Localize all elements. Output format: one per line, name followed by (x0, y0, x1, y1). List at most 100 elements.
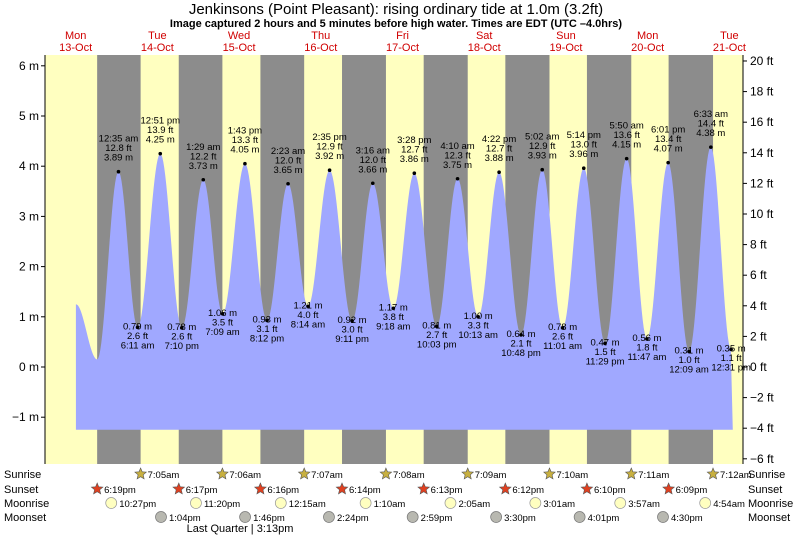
sunrise-time: 7:08am (393, 470, 425, 481)
date-label: 16-Oct (304, 42, 337, 54)
tide-label-line: 1.8 ft (636, 342, 657, 353)
tide-point (220, 311, 225, 316)
tide-point (581, 166, 586, 171)
tide-label-line: 12.7 ft (401, 145, 428, 156)
astro-rows: Sunrise Sunrise Sunset Sunset Moonrise Moonri… (4, 467, 793, 524)
tide-label-line: 4.25 m (146, 135, 175, 146)
sunrise-time: 7:11am (638, 470, 669, 481)
y-right-tick-label: −4 ft (750, 421, 774, 435)
tide-label-line: 3.89 m (104, 153, 133, 164)
date-label: 15-Oct (223, 42, 256, 54)
chart-subtitle: Image captured 2 hours and 5 minutes bef… (170, 18, 622, 30)
tide-label-line: 4.07 m (654, 144, 683, 155)
tide-label-line: 12.9 ft (529, 141, 556, 152)
day-of-week-label: Mon (637, 30, 658, 42)
tide-label-line: 1.06 m (208, 308, 237, 319)
sunset-time: 6:13pm (431, 485, 463, 496)
tide-label-line: 5:14 pm (567, 130, 601, 141)
low-tide-label: 0.93 m3.1 ft8:12 pm (250, 314, 284, 344)
tide-point (687, 349, 691, 354)
tide-label-line: 3:16 am (356, 145, 390, 156)
tide-label-line: 3.73 m (189, 161, 218, 172)
tide-label-line: 1.21 m (293, 300, 322, 311)
day-of-week-label: Thu (311, 30, 330, 42)
moonrise-time: 2:05am (458, 499, 490, 510)
tide-label-line: 12.3 ft (444, 150, 471, 161)
moon-phase-label: Last Quarter | 3:13pm (187, 523, 294, 535)
sunrise-time: 7:07am (311, 470, 343, 481)
moonrise-icon (529, 497, 542, 509)
tide-label-line: 0.31 m (675, 345, 704, 356)
tide-label-line: 3.88 m (485, 153, 514, 164)
sunset-star-icon (417, 482, 431, 495)
y-right-tick-label: 12 ft (750, 176, 774, 190)
sunset-star-icon (662, 482, 676, 495)
tide-label-line: 9:11 pm (335, 334, 369, 345)
sunset-star-icon (253, 482, 267, 495)
sunrise-star-icon (461, 467, 475, 480)
axes: −1 m 0 m 1 m 2 m 3 m 4 m 5 m 6 m −6 ft −4 ft −2 ft… (12, 30, 774, 466)
y-left-tick-label: 6 m (19, 59, 39, 73)
y-left-tick-label: 0 m (19, 360, 39, 374)
tide-label-line: 0.47 m (591, 337, 620, 348)
tide-label-line: 3:28 pm (397, 135, 431, 146)
tide-label-line: 0.93 m (252, 314, 281, 325)
moonrise-time: 4:54am (713, 499, 745, 510)
y-left-tick-label: 3 m (19, 209, 39, 223)
tide-label-line: 0.64 m (506, 329, 535, 340)
tide-label-line: 12:09 am (669, 364, 709, 375)
sunset-time: 6:14pm (349, 485, 381, 496)
tide-label-line: 1:43 pm (228, 126, 262, 137)
tide-label-line: 2.1 ft (510, 338, 531, 349)
tide-label-line: 12.8 ft (105, 143, 132, 154)
day-of-week-label: Sat (476, 30, 493, 42)
y-right-tick-label: 2 ft (750, 329, 767, 343)
tide-label-line: 3.75 m (443, 160, 472, 171)
sunrise-star-icon (706, 467, 720, 480)
sunset-star-icon (498, 482, 512, 495)
moonset-time: 4:30pm (671, 513, 703, 524)
tide-point (286, 181, 290, 186)
tide-point (645, 337, 649, 341)
sunrise-star-icon (215, 467, 229, 480)
moonrise-icon (614, 497, 627, 509)
tide-label-line: 12.9 ft (316, 142, 343, 153)
date-label: 19-Oct (549, 42, 582, 54)
tide-label-line: 1.5 ft (594, 347, 615, 358)
sunrise-time: 7:12am (720, 470, 752, 481)
moonset-row-label-right: Moonset (748, 512, 790, 524)
sunset-time: 6:12pm (512, 485, 544, 496)
moonrise-time: 12:15am (289, 499, 326, 510)
moonrise-row-label-left: Moonrise (4, 498, 49, 510)
tide-label-line: 3.96 m (569, 149, 598, 160)
tide-label-line: 4.0 ft (297, 310, 318, 321)
tide-label-line: 7:10 pm (165, 341, 199, 352)
tide-point (391, 306, 396, 311)
tide-label-line: 13.6 ft (613, 130, 640, 141)
tide-label-line: 6:11 am (121, 340, 155, 351)
moonrise-time: 3:57am (628, 499, 660, 510)
y-right-tick-label: 16 ft (750, 115, 774, 129)
tide-label-line: 13.9 ft (147, 125, 174, 136)
tide-label-line: 0.78 m (167, 322, 196, 333)
moonset-time: 3:30pm (504, 513, 536, 524)
tide-point (135, 325, 140, 330)
tide-label-line: 4.38 m (696, 128, 725, 139)
tide-point (116, 169, 121, 174)
date-label: 13-Oct (59, 42, 92, 54)
low-tide-label: 1.17 m3.8 ft9:18 am (376, 302, 410, 332)
tide-point (476, 315, 480, 319)
day-of-week-label: Fri (396, 30, 409, 42)
y-right-tick-label: 4 ft (750, 299, 767, 313)
moonrise-icon (190, 497, 202, 509)
moonset-time: 4:01pm (588, 513, 620, 524)
